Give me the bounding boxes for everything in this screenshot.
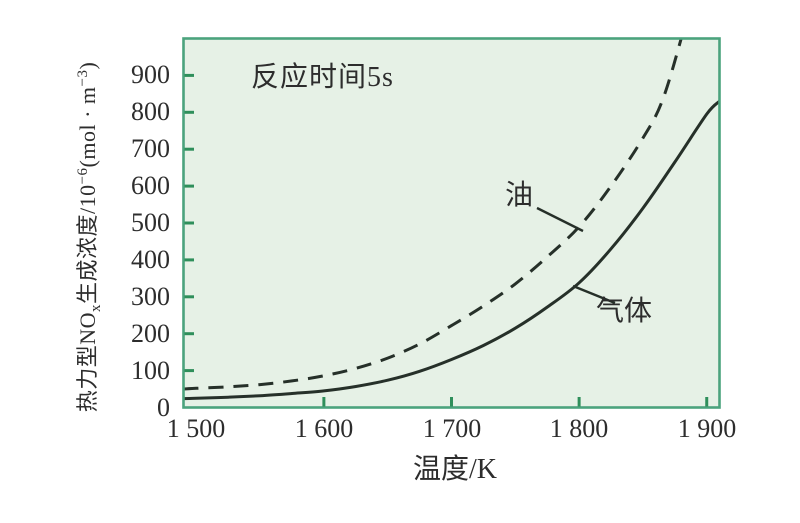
data-curves xyxy=(184,39,719,401)
y-tick-label: 800 xyxy=(131,97,170,126)
y-axis-title: 热力型NOx生成浓度/10−6(mol · m−3) xyxy=(74,62,104,413)
y-axis-title-text: 生成浓度/10 xyxy=(75,184,100,305)
series-label-gas: 气体 xyxy=(596,296,653,327)
label-leader-lines xyxy=(536,206,616,305)
y-axis-title-text: 热力型NO xyxy=(75,312,100,413)
y-axis-title-supscript: −3 xyxy=(74,69,91,87)
axis-tick-marks xyxy=(184,73,709,407)
curve-oil xyxy=(184,39,683,391)
y-axis-title-subscript: x xyxy=(88,304,105,312)
y-tick-label: 300 xyxy=(131,282,170,311)
x-tick-label: 1 900 xyxy=(677,414,737,443)
y-axis-title-supscript: −6 xyxy=(74,167,91,185)
y-tick-label: 700 xyxy=(131,134,170,163)
x-axis-title: 温度/K xyxy=(413,454,498,485)
x-tick-label: 1 500 xyxy=(166,414,226,443)
y-tick-label: 200 xyxy=(131,319,170,348)
curve-gas xyxy=(184,100,719,401)
oil-leader-line xyxy=(536,206,584,233)
y-tick-label: 900 xyxy=(131,60,170,89)
y-tick-label: 400 xyxy=(131,245,170,274)
y-tick-label: 0 xyxy=(157,393,170,422)
plot-frame xyxy=(182,37,721,409)
x-tick-label: 1 600 xyxy=(294,414,354,443)
x-tick-label: 1 800 xyxy=(549,414,609,443)
y-tick-label: 600 xyxy=(131,171,170,200)
y-axis-title-text: (mol · m xyxy=(75,86,100,168)
y-tick-label: 500 xyxy=(131,208,170,237)
y-tick-label: 100 xyxy=(131,356,170,385)
reaction-time-annotation: 反应时间5s xyxy=(251,62,394,93)
series-label-oil: 油 xyxy=(505,180,534,211)
plot-area-background xyxy=(183,38,720,408)
gas-leader-line xyxy=(572,284,616,305)
x-tick-label: 1 700 xyxy=(422,414,482,443)
